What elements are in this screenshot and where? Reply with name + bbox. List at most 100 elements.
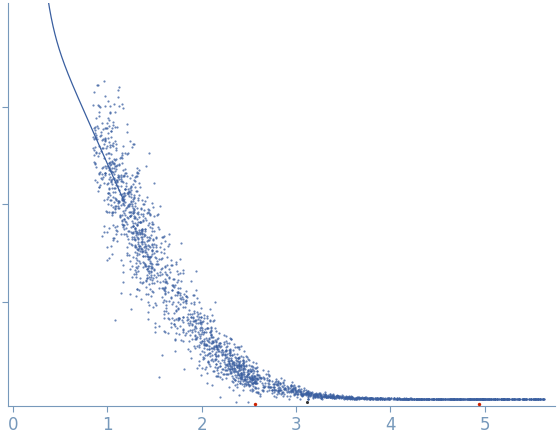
Point [365,395,374,402]
Point [142,216,151,223]
Point [132,172,141,179]
Point [104,170,113,177]
Point [204,358,213,365]
Point [107,177,116,184]
Point [184,327,193,334]
Point [481,395,490,402]
Point [139,218,148,225]
Point [420,395,429,402]
Point [248,374,257,381]
Point [114,202,123,209]
Point [184,311,193,318]
Point [270,385,279,392]
Point [145,207,153,214]
Point [138,225,147,232]
Point [471,395,480,402]
Point [417,395,426,402]
Point [147,246,156,253]
Point [304,395,313,402]
Point [299,385,308,392]
Point [379,395,388,402]
Point [143,290,152,297]
Point [269,381,278,388]
Point [235,372,244,379]
Point [488,395,497,402]
Point [514,395,523,402]
Point [227,364,235,371]
Point [538,395,547,402]
Point [236,361,245,368]
Point [195,344,204,351]
Point [118,262,127,269]
Point [249,375,258,382]
Point [176,270,185,277]
Point [273,389,282,396]
Point [455,395,464,402]
Point [138,212,147,219]
Point [277,391,286,398]
Point [145,234,154,241]
Point [343,395,352,402]
Point [182,299,191,306]
Point [473,395,482,402]
Point [179,366,188,373]
Point [115,160,124,167]
Point [202,346,211,353]
Point [265,377,274,384]
Point [415,395,424,402]
Point [317,393,326,400]
Point [206,340,215,347]
Point [120,192,129,199]
Point [204,361,213,368]
Point [274,386,283,393]
Point [231,357,240,364]
Point [236,375,245,382]
Point [347,394,355,401]
Point [123,201,132,208]
Point [181,298,190,305]
Point [334,393,343,400]
Point [205,329,214,336]
Point [226,352,235,359]
Point [165,268,174,275]
Point [186,326,195,333]
Point [105,141,114,148]
Point [120,186,129,193]
Point [128,200,137,207]
Point [297,392,306,399]
Point [212,373,221,380]
Point [117,159,126,166]
Point [509,395,518,402]
Point [390,395,399,402]
Point [287,381,296,388]
Point [438,395,447,402]
Point [531,395,540,402]
Point [124,239,133,246]
Point [487,395,496,402]
Point [507,395,516,402]
Point [465,395,474,402]
Point [213,346,222,353]
Point [247,372,256,379]
Point [134,236,143,243]
Point [331,392,340,399]
Point [213,343,222,350]
Point [143,272,152,279]
Point [267,383,276,390]
Point [129,233,138,240]
Point [478,395,487,402]
Point [117,171,126,178]
Point [513,395,522,402]
Point [207,347,216,354]
Point [157,248,166,255]
Point [90,160,99,167]
Point [461,395,470,402]
Point [136,260,145,267]
Point [133,229,142,236]
Point [121,205,130,212]
Point [95,183,104,190]
Point [395,395,403,402]
Point [212,346,221,353]
Point [169,283,177,290]
Point [118,197,127,204]
